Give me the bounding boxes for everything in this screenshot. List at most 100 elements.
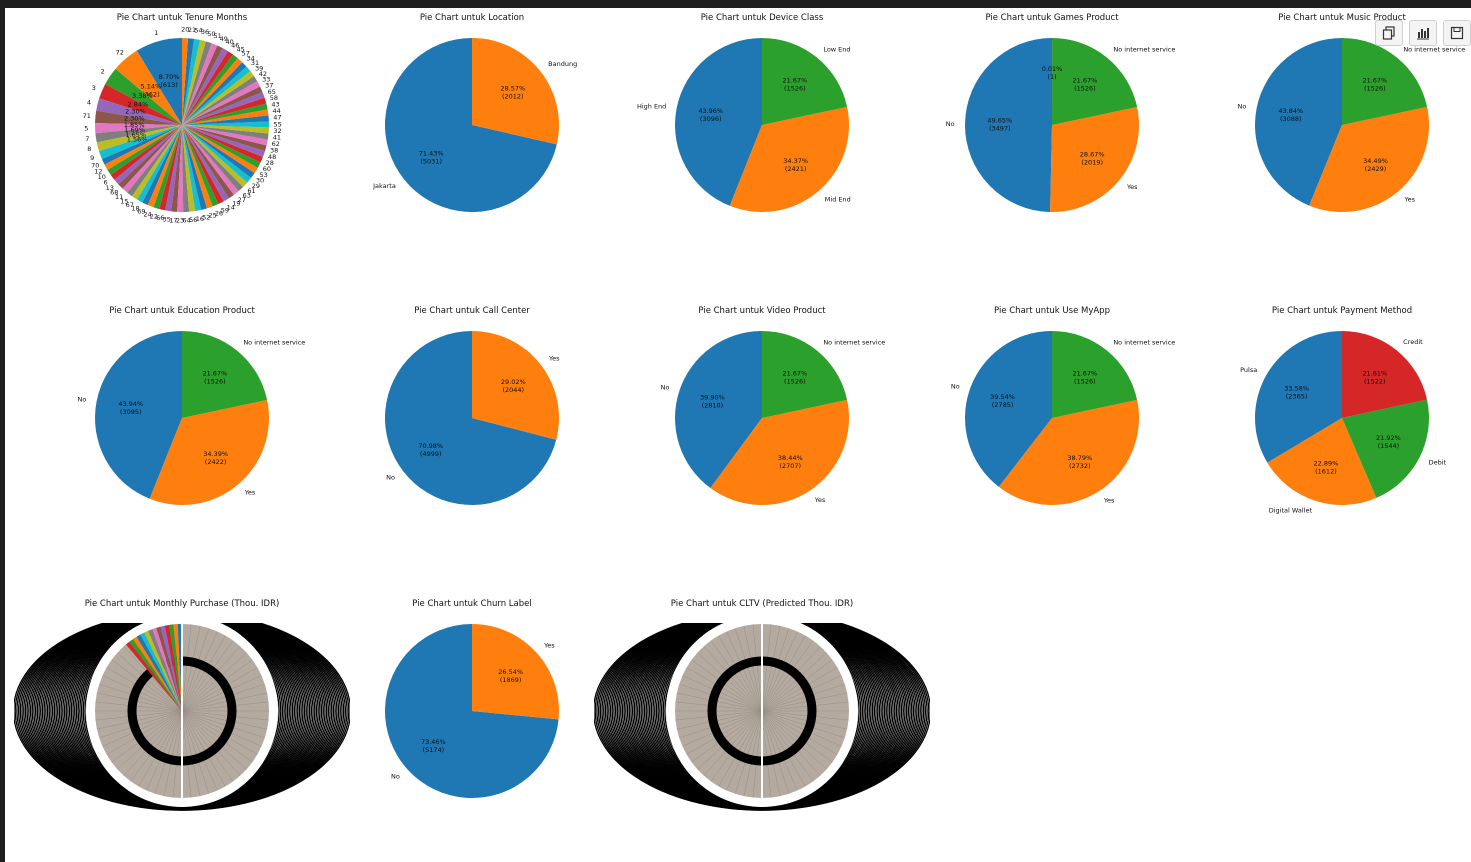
figure-canvas: Pie Chart untuk Tenure Months 1 8.70% (613)… <box>5 8 1471 862</box>
chart-title: Pie Chart untuk Video Product <box>698 306 826 316</box>
chart-title: Pie Chart untuk Monthly Purchase (Thou. … <box>85 599 280 609</box>
pie-spoke <box>181 710 234 782</box>
pie-spoke <box>181 710 269 721</box>
pie-spoke <box>761 675 842 712</box>
copy-button[interactable] <box>1375 20 1403 46</box>
pie-spoke <box>761 710 833 763</box>
pie-pct-label: 21.61% (1522) <box>1362 369 1387 385</box>
pie-category-label: Yes <box>1103 496 1115 504</box>
pie-slice-53 <box>182 125 258 173</box>
pie-spoke <box>676 710 763 730</box>
pie-category-label: Yes <box>244 489 256 497</box>
pie-slice-2 <box>105 68 182 125</box>
pie-count-value: (1522) <box>1364 377 1386 385</box>
pie-spoke <box>691 710 763 763</box>
pie-pct-label: 1.65% <box>125 131 146 139</box>
pie-count-value: (1526) <box>1074 377 1096 385</box>
pie-slice-mid-end <box>729 106 850 213</box>
pie-spoke <box>130 710 183 782</box>
pie-category-label: 17 <box>169 216 177 224</box>
pie-spoke <box>123 710 183 776</box>
pie-count-value: (1544) <box>1378 442 1400 450</box>
pie-category-label: No <box>661 384 670 392</box>
pie-pct-value: 21.67% <box>202 369 227 377</box>
pie-category-label: 4 <box>87 98 91 106</box>
pie-category-label: Jakarta <box>372 182 396 190</box>
pie-spoke <box>181 640 234 712</box>
pie-spoke <box>682 675 763 712</box>
pie-slice-39 <box>182 71 254 125</box>
save-button[interactable] <box>1443 20 1471 46</box>
pie-category-label: 16 <box>196 215 204 223</box>
chart-title: Pie Chart untuk Device Class <box>701 13 824 23</box>
pie-category-label: 49 <box>220 35 228 43</box>
pie-spoke <box>181 710 192 798</box>
pie-category-label: 36 <box>201 28 209 36</box>
pie-pct-label: 28.57% (2012) <box>500 84 525 100</box>
pie-spoke <box>95 710 183 721</box>
pie-slice-51 <box>182 43 218 126</box>
pie-chart-4: Pie Chart untuk Games Product 49.65% (3497… <box>946 13 1175 212</box>
pie-category-label: No <box>391 772 400 780</box>
save-icon <box>1450 26 1464 40</box>
pie-category-label: 24 <box>143 210 151 218</box>
pie-slice-1 <box>136 38 182 125</box>
pie-pct-value: 73.46% <box>421 738 446 746</box>
pie-chart-5: Pie Chart untuk Music Product 43.84% (3088… <box>1238 13 1465 212</box>
bar-chart-button[interactable] <box>1409 20 1437 46</box>
pie-count-value: (1526) <box>1364 84 1386 92</box>
pie-pct-label: 43.84% (3088) <box>1278 107 1303 123</box>
pie-spoke <box>163 710 183 797</box>
pie-count-value: (3088) <box>1280 115 1302 123</box>
pie-slice <box>140 632 182 711</box>
pie-slice-33 <box>182 81 261 125</box>
pie-category-label: 53 <box>259 171 267 179</box>
pie-category-label: 27 <box>238 196 246 204</box>
pie-pct-label: 29.02% (2044) <box>501 378 526 394</box>
pie-spoke <box>181 710 201 797</box>
pie-category-label: 18 <box>131 205 139 213</box>
pie-slice-46 <box>182 51 233 125</box>
pie-spoke <box>181 710 268 730</box>
pie-category-label: 11 <box>115 193 123 201</box>
pie-spoke <box>181 710 258 755</box>
pie-category-label: 47 <box>273 114 281 122</box>
pie-pct-label: 43.94% (3095) <box>118 400 143 416</box>
pie-pct-label: 21.67% (1526) <box>1072 369 1097 385</box>
pie-pct-label: 38.79% (2732) <box>1067 454 1092 470</box>
pie-spoke <box>181 710 247 770</box>
pie-slice-58 <box>182 97 267 125</box>
pie-slice-41 <box>182 125 269 140</box>
pie-spoke <box>102 675 183 712</box>
pie-slice-no <box>1255 38 1342 206</box>
pie-spoke <box>761 710 845 739</box>
pie-pct-value: 21.67% <box>782 369 807 377</box>
pie-category-label: 5 <box>84 125 88 133</box>
pie-spoke <box>734 710 763 794</box>
pie-slice-yes <box>149 399 270 506</box>
pie-spoke <box>181 710 210 794</box>
pie-pct-value: 34.37% <box>783 157 808 165</box>
pie-chart-7: Pie Chart untuk Call Center 70.98% (4999) N… <box>385 306 560 505</box>
pie-spoke <box>761 692 848 712</box>
pie-category-label: Bandung <box>548 60 577 68</box>
pie-slice <box>160 625 182 711</box>
pie-chart-10: Pie Chart untuk Payment Method 33.58% (236… <box>1240 306 1446 515</box>
pie-category-label: 9 <box>90 154 94 162</box>
pie-spoke <box>761 710 827 770</box>
pie-slice-6 <box>110 125 182 180</box>
pie-spoke <box>181 710 262 747</box>
pie-category-label: Yes <box>1404 196 1416 204</box>
pie-spoke <box>99 683 183 712</box>
pie-slice-38 <box>182 125 267 152</box>
pie-slice-no-internet-service <box>762 331 848 418</box>
pie-count-value: (2019) <box>1081 158 1103 166</box>
chart-title: Pie Chart untuk Education Product <box>109 306 255 316</box>
pie-spoke <box>761 710 790 794</box>
pie-count-value: (2044) <box>502 386 524 394</box>
pie-slice-8 <box>96 125 182 152</box>
pie-category-label: 1 <box>154 29 158 37</box>
pie-pct-value: 5.14% <box>141 83 162 91</box>
pie-slice-5 <box>95 123 182 134</box>
pie-category-label: 20 <box>181 25 189 33</box>
